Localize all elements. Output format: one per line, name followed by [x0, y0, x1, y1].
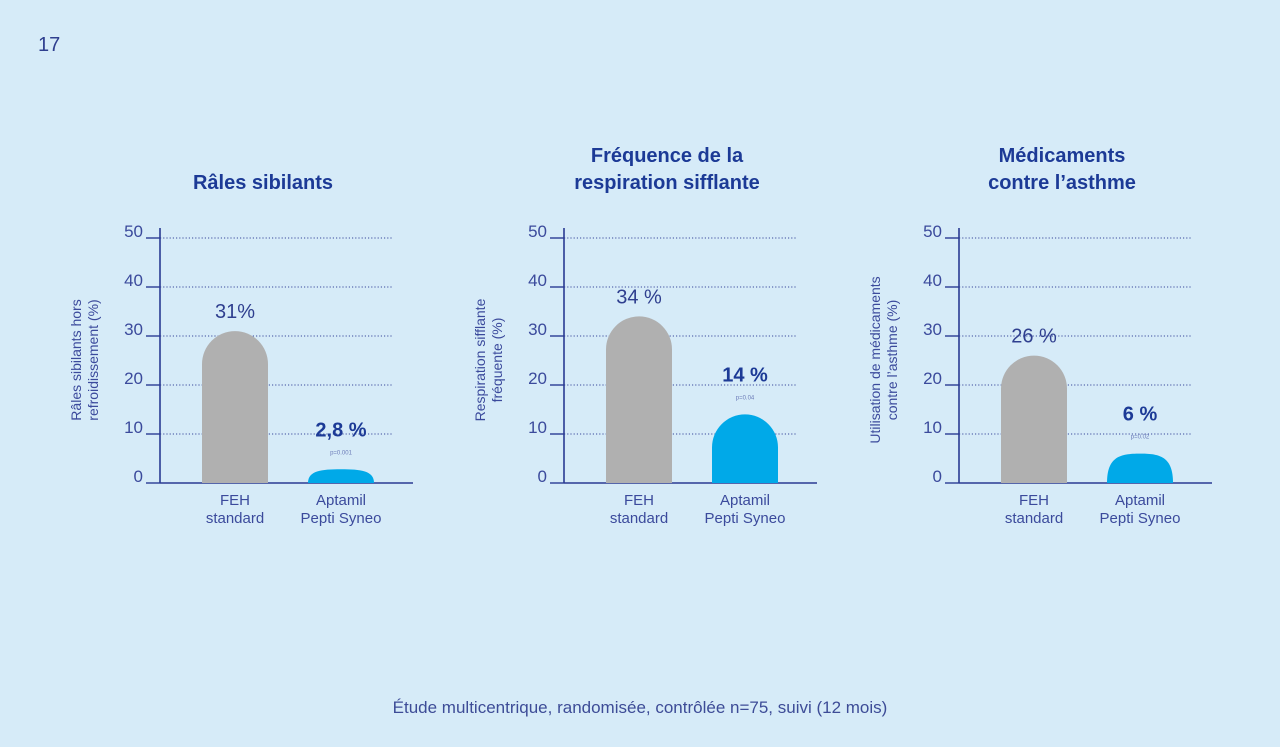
value-label: 26 %: [1011, 326, 1057, 348]
chart-title: Râles sibilants: [53, 170, 473, 197]
y-axis-label-line: Râles sibilants hors: [68, 299, 84, 420]
chart-title-line: Fréquence de la: [590, 145, 744, 167]
category-label: Aptamil Pepti Syneo: [1100, 492, 1181, 527]
chart-plot: 0 10 20 30 40 50 Râles sibilants horsrefroidis…: [68, 222, 413, 527]
category-label: FEH standard: [610, 492, 668, 527]
y-tick-label: 10: [923, 418, 942, 437]
y-tick-label: 50: [124, 222, 143, 241]
y-axis-label-line: fréquente (%): [489, 318, 505, 403]
y-axis-label-line: refroidissement (%): [85, 299, 101, 420]
y-tick-label: 40: [124, 271, 143, 290]
category-label-line: standard: [1005, 510, 1063, 527]
category-label-line: standard: [206, 510, 264, 527]
category-label-line: Pepti Syneo: [705, 510, 786, 527]
y-tick-label: 20: [528, 369, 547, 388]
p-value-label: p=0.001: [330, 450, 353, 456]
chart-title-line: contre l’asthme: [988, 172, 1136, 194]
category-label: Aptamil Pepti Syneo: [705, 492, 786, 527]
category-label-line: Pepti Syneo: [301, 510, 382, 527]
footnote: Étude multicentrique, randomisée, contrô…: [392, 698, 888, 717]
y-axis-label: Utilisation de médicamentscontre l’asthm…: [867, 276, 900, 443]
y-tick-label: 20: [124, 369, 143, 388]
value-label: 34 %: [616, 286, 662, 308]
p-value-label: p=0.02: [1131, 435, 1150, 441]
category-label-line: standard: [610, 510, 668, 527]
chart-title: Médicaments contre l’asthme: [852, 143, 1272, 197]
chart-title: Fréquence de la respiration sifflante: [457, 143, 877, 197]
category-label-line: Aptamil: [316, 492, 366, 509]
chart-plot: 0 10 20 30 40 50 Respiration sifflantefréquent…: [472, 222, 817, 527]
page-number: 17: [38, 34, 61, 56]
y-axis-label: Râles sibilants horsrefroidissement (%): [68, 299, 101, 420]
chart-title-line: Médicaments: [998, 145, 1126, 167]
y-tick-label: 0: [538, 467, 547, 486]
category-label-line: FEH: [1019, 492, 1049, 509]
y-tick-label: 30: [124, 320, 143, 339]
value-label: 6 %: [1123, 404, 1158, 426]
p-value-label: p=0.04: [736, 395, 755, 401]
y-axis-label-line: contre l’asthme (%): [884, 300, 900, 421]
chart-title-line: respiration sifflante: [574, 172, 760, 194]
bar-aptamil: [712, 414, 778, 483]
y-tick-label: 0: [134, 467, 143, 486]
y-tick-label: 20: [923, 369, 942, 388]
category-label-line: Aptamil: [1115, 492, 1165, 509]
chart-respiration-sifflante: Fréquence de la respiration sifflante 0 10 2…: [404, 0, 824, 560]
y-tick-label: 50: [528, 222, 547, 241]
y-tick-label: 10: [124, 418, 143, 437]
chart-medicaments-asthme: Médicaments contre l’asthme 0 10 20 30 40 50 Uti…: [799, 0, 1219, 560]
chart-plot: 0 10 20 30 40 50 Utilisation de médicamentscon…: [867, 222, 1212, 527]
value-label: 2,8 %: [315, 419, 366, 441]
y-tick-label: 40: [923, 271, 942, 290]
category-label-line: Aptamil: [720, 492, 770, 509]
category-label-line: FEH: [220, 492, 250, 509]
y-axis-label: Respiration sifflantefréquente (%): [472, 298, 505, 421]
y-axis-label-line: Utilisation de médicaments: [867, 276, 883, 443]
chart-rales-sibilants: Râles sibilants 0 10 20 30 40 50 Râles sibilant…: [0, 0, 420, 560]
category-label-line: Pepti Syneo: [1100, 510, 1181, 527]
value-label: 14 %: [722, 364, 768, 386]
y-tick-label: 30: [528, 320, 547, 339]
category-label: FEH standard: [206, 492, 264, 527]
y-tick-label: 40: [528, 271, 547, 290]
bar-feh-standard: [606, 316, 672, 483]
category-label-line: FEH: [624, 492, 654, 509]
category-label: Aptamil Pepti Syneo: [301, 492, 382, 527]
category-label: FEH standard: [1005, 492, 1063, 527]
bar-feh-standard: [1001, 355, 1067, 483]
y-tick-label: 30: [923, 320, 942, 339]
y-tick-label: 50: [923, 222, 942, 241]
bar-feh-standard: [202, 331, 268, 483]
chart-title-line: Râles sibilants: [192, 172, 334, 194]
y-axis-label-line: Respiration sifflante: [472, 298, 488, 421]
y-tick-label: 0: [933, 467, 942, 486]
value-label: 31%: [215, 301, 255, 323]
bar-aptamil: [308, 469, 374, 483]
y-tick-label: 10: [528, 418, 547, 437]
bar-aptamil: [1107, 453, 1173, 483]
